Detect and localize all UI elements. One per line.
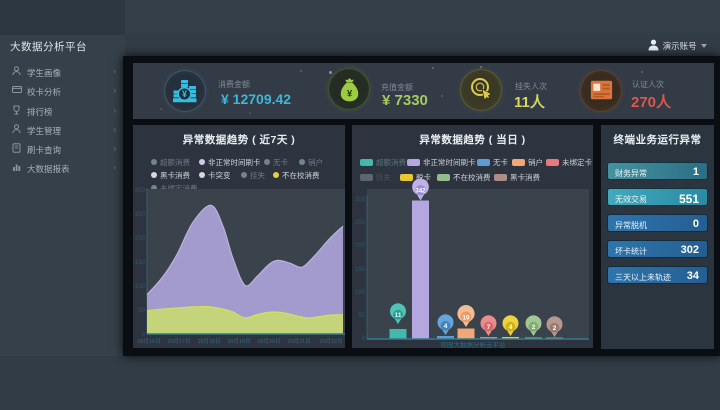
svg-text:10月21日: 10月21日 xyxy=(287,338,310,345)
svg-text:10月20日: 10月20日 xyxy=(257,338,280,345)
svg-text:¥: ¥ xyxy=(182,89,187,99)
svg-text:100: 100 xyxy=(355,290,366,296)
svg-text:200: 200 xyxy=(355,243,366,249)
svg-text:250: 250 xyxy=(355,220,366,226)
svg-text:50: 50 xyxy=(138,308,145,314)
svg-text:10月16日: 10月16日 xyxy=(137,338,160,345)
svg-text:10: 10 xyxy=(462,314,470,321)
svg-text:4: 4 xyxy=(444,323,448,330)
svg-text:0: 0 xyxy=(362,336,366,342)
svg-text:2: 2 xyxy=(532,324,536,331)
svg-text:150: 150 xyxy=(135,260,146,266)
svg-text:0: 0 xyxy=(142,332,146,338)
svg-text:100: 100 xyxy=(135,284,146,290)
svg-text:200: 200 xyxy=(135,236,146,242)
svg-text:300: 300 xyxy=(135,188,146,194)
svg-text:342: 342 xyxy=(415,189,426,195)
svg-text:11: 11 xyxy=(395,312,402,319)
svg-text:¥: ¥ xyxy=(347,89,353,100)
svg-text:50: 50 xyxy=(358,313,365,319)
svg-text:10月18日: 10月18日 xyxy=(197,338,220,345)
svg-text:4: 4 xyxy=(509,324,513,331)
svg-text:250: 250 xyxy=(135,212,146,218)
svg-text:7: 7 xyxy=(487,324,491,331)
svg-text:2: 2 xyxy=(553,325,557,332)
svg-text:150: 150 xyxy=(355,267,366,273)
svg-text:300: 300 xyxy=(355,197,366,203)
svg-text:10月22日: 10月22日 xyxy=(319,338,342,345)
svg-text:10月19日: 10月19日 xyxy=(227,338,250,345)
svg-text:10月17日: 10月17日 xyxy=(167,338,190,345)
svg-text:校园大数据分析云平台: 校园大数据分析云平台 xyxy=(441,340,506,348)
